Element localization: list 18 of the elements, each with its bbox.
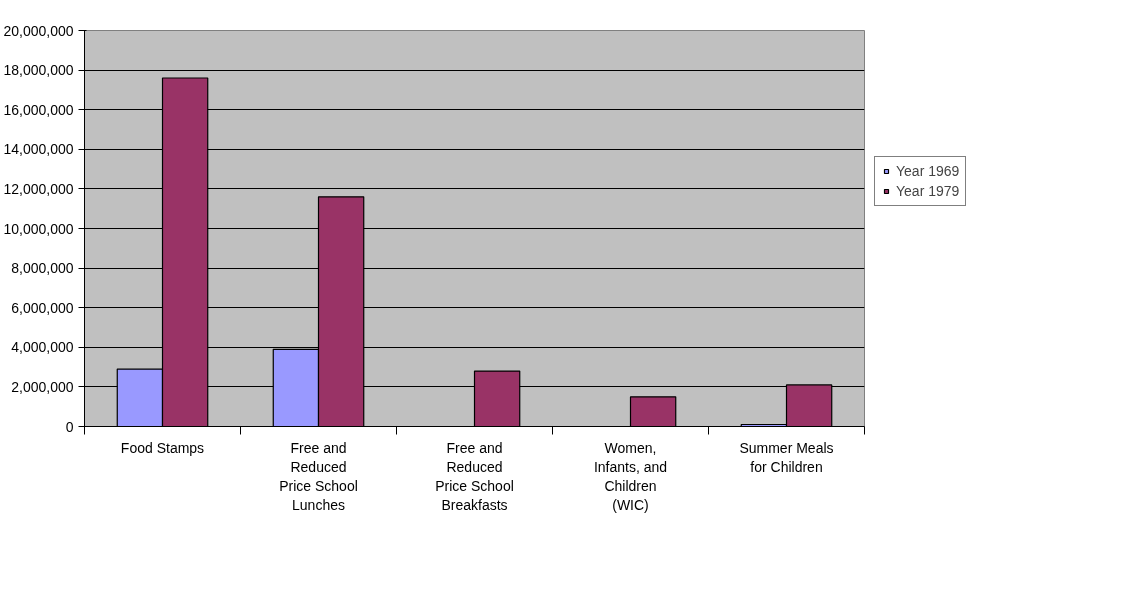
y-tick-label: 12,000,000: [3, 180, 74, 197]
y-tick-label: 6,000,000: [11, 299, 74, 316]
x-tick-label: Free and Reduced Price School Lunches: [279, 439, 358, 514]
x-tick-label: Summer Meals for Children: [739, 439, 834, 475]
y-tick-label: 18,000,000: [3, 62, 74, 79]
x-tick-label: Food Stamps: [120, 439, 205, 456]
y-tick-label: 14,000,000: [3, 141, 74, 158]
legend-label: Year 1969: [896, 163, 960, 179]
y-tick-label: 10,000,000: [3, 220, 74, 237]
x-tick-label: Women, Infants, and Children (WIC): [593, 439, 668, 514]
y-tick-label: 0: [65, 418, 74, 435]
y-tick-label: 8,000,000: [11, 260, 74, 277]
x-tick-label: Free and Reduced Price School Breakfasts: [435, 439, 514, 514]
y-tick-label: 2,000,000: [11, 378, 74, 395]
y-tick-label: 16,000,000: [3, 101, 74, 118]
y-tick-label: 4,000,000: [11, 339, 74, 356]
legend-label: Year 1979: [896, 183, 960, 199]
y-tick-label: 20,000,000: [3, 22, 74, 39]
